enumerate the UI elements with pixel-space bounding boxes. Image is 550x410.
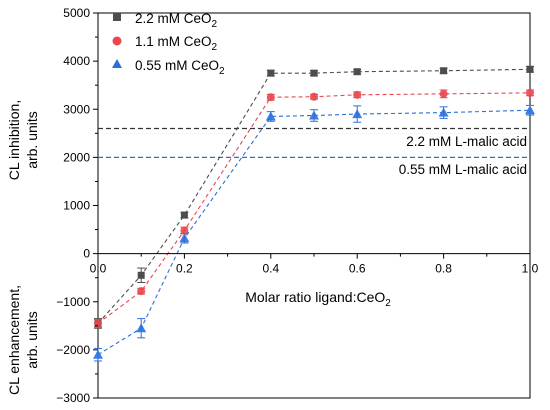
series-line (97, 92, 531, 324)
legend-marker-triangle (112, 59, 122, 68)
ref-label-0-55mM: 0.55 mM L-malic acid (399, 162, 527, 177)
data-point (137, 271, 145, 279)
x-axis-title: Molar ratio ligand:CeO2 (245, 289, 391, 309)
legend: 2.2 mM CeO2 1.1 mM CeO2 0.55 mM CeO2 (112, 11, 225, 77)
y-axis-title-upper: CL inhibition, arb. units (6, 100, 40, 180)
data-point (526, 88, 534, 97)
x-tick-label: 0.2 (176, 262, 193, 276)
data-point (136, 323, 147, 333)
series-lines (97, 68, 531, 356)
x-axis-title-main: Molar ratio ligand:CeO (245, 289, 385, 305)
series-line (97, 109, 531, 356)
data-point (309, 110, 319, 120)
y-tick-label: −1000 (56, 295, 90, 309)
y-axis-title-upper-line1: CL inhibition, (6, 100, 22, 180)
y-tick-label: 2000 (63, 150, 90, 164)
data-point (180, 211, 188, 219)
data-point (266, 93, 275, 102)
reference-lines (98, 127, 530, 158)
data-point (440, 67, 448, 75)
x-tick-label: 0.0 (90, 262, 107, 276)
y-tick-label: 3000 (63, 102, 90, 116)
legend-marker-square (113, 13, 121, 21)
data-point (439, 89, 448, 98)
y-axis-title-lower-line1: CL enhancement, (6, 285, 22, 395)
y-tick-label: 0 (83, 247, 90, 261)
legend-label-2-2mM: 2.2 mM CeO2 (135, 11, 218, 30)
data-point (526, 65, 534, 73)
data-point (137, 287, 146, 296)
legend-label-1-1mM: 1.1 mM CeO2 (135, 34, 218, 53)
data-point (93, 349, 103, 359)
legend-item-2-2mM: 2.2 mM CeO2 (113, 11, 218, 30)
data-point (310, 69, 318, 77)
x-axis: 0.0 0.2 0.4 0.6 0.8 1.0 (90, 253, 539, 276)
data-point (310, 92, 318, 101)
y-axis-title-lower-line2: arb. units (24, 311, 40, 369)
reference-labels: 2.2 mM L-malic acid 0.55 mM L-malic acid (399, 134, 527, 177)
data-point (179, 233, 190, 243)
x-tick-label: 0.4 (262, 262, 279, 276)
y-tick-label: 1000 (63, 199, 90, 213)
y-tick-label: 5000 (63, 6, 90, 20)
legend-marker-circle (112, 36, 122, 46)
x-tick-label: 0.8 (435, 262, 452, 276)
series-markers (93, 65, 535, 359)
x-axis-title-sub: 2 (385, 298, 391, 309)
data-point (352, 109, 363, 119)
y-axis-title-upper-line2: arb. units (24, 111, 40, 169)
data-point (438, 107, 449, 117)
data-point (353, 68, 361, 76)
y-axis: −3000 −2000 −1000 0 1000 2000 3000 4000 5000 (56, 6, 98, 405)
ref-label-2-2mM: 2.2 mM L-malic acid (406, 134, 527, 149)
legend-item-0-55mM: 0.55 mM CeO2 (112, 58, 225, 77)
series-line (97, 68, 531, 324)
y-tick-label: 4000 (63, 54, 90, 68)
data-point (265, 111, 276, 121)
y-axis-title-lower: CL enhancement, arb. units (6, 285, 40, 395)
data-point (180, 226, 189, 235)
data-point (267, 69, 275, 77)
data-point (353, 90, 362, 99)
y-tick-label: −3000 (56, 391, 90, 405)
data-point (525, 105, 535, 115)
x-tick-label: 1.0 (522, 262, 539, 276)
legend-label-0-55mM: 0.55 mM CeO2 (135, 58, 225, 77)
y-tick-label: −2000 (56, 343, 90, 357)
legend-item-1-1mM: 1.1 mM CeO2 (112, 34, 218, 53)
x-tick-label: 0.6 (349, 262, 366, 276)
